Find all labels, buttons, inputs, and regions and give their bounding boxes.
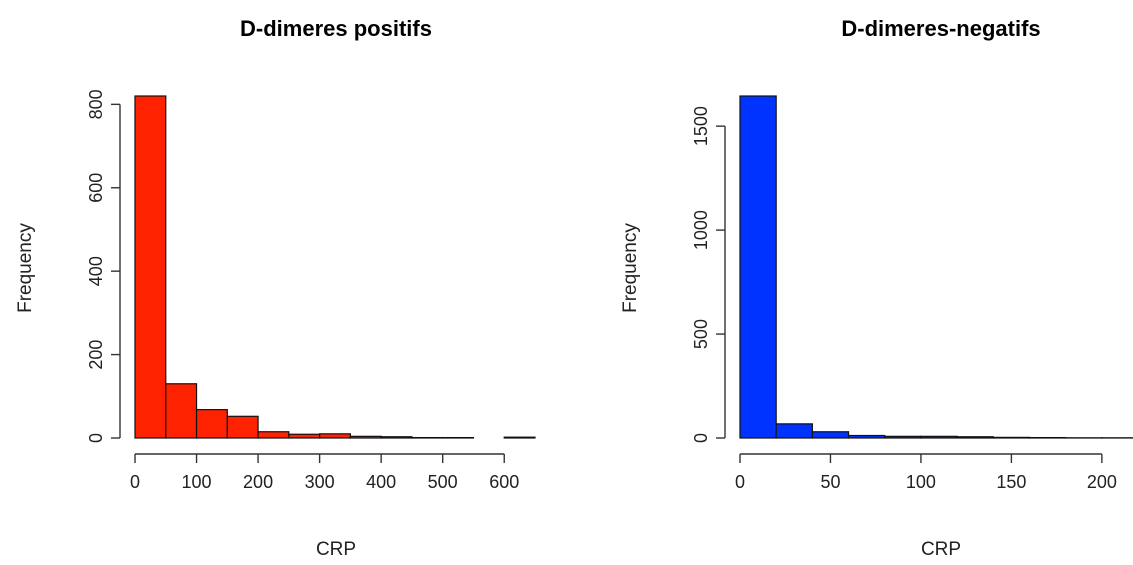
y-tick-label: 0 <box>86 433 106 443</box>
chart-title: D-dimeres positifs <box>240 16 432 41</box>
histogram-bar <box>956 436 994 439</box>
bars <box>739 95 1133 439</box>
x-tick-label: 100 <box>182 472 212 492</box>
histogram-bar <box>380 436 413 439</box>
x-tick-label: 600 <box>489 472 519 492</box>
histogram-panel-negative: D-dimeres-negatifs CRP Frequency 0 50 100 1… <box>566 0 1133 565</box>
y-axis: 0 200 400 600 800 <box>86 89 121 443</box>
histogram-panel-positive: D-dimeres positifs CRP Frequency 0 100 200… <box>0 0 566 565</box>
x-axis: 0 100 200 300 400 500 600 <box>130 453 519 492</box>
x-tick-label: 150 <box>996 472 1026 492</box>
histogram-positive: D-dimeres positifs CRP Frequency 0 100 200… <box>15 16 536 560</box>
histogram-negative: D-dimeres-negatifs CRP Frequency 0 50 100 1… <box>620 16 1133 560</box>
x-tick-label: 0 <box>735 472 745 492</box>
y-tick-label: 0 <box>691 433 711 443</box>
y-tick-label: 1500 <box>691 106 711 146</box>
y-tick-label: 1000 <box>691 210 711 250</box>
histogram-bar <box>257 431 290 439</box>
x-tick-label: 200 <box>243 472 273 492</box>
y-tick-label: 400 <box>86 256 106 286</box>
histogram-bar <box>349 435 382 439</box>
x-tick-label: 400 <box>366 472 396 492</box>
histogram-bar <box>226 415 259 439</box>
y-axis-label: Frequency <box>620 223 641 313</box>
y-tick-label: 600 <box>86 173 106 203</box>
chart-title: D-dimeres-negatifs <box>841 16 1040 41</box>
x-tick-label: 500 <box>428 472 458 492</box>
x-axis-label: CRP <box>316 539 356 560</box>
x-axis-label: CRP <box>921 539 961 560</box>
histogram-bar <box>288 433 321 439</box>
y-tick-label: 200 <box>86 340 106 370</box>
histogram-bar <box>847 434 886 439</box>
x-tick-label: 50 <box>820 472 840 492</box>
x-tick-label: 100 <box>906 472 936 492</box>
x-axis: 0 50 100 150 200 <box>735 453 1117 492</box>
histogram-bar <box>319 433 351 439</box>
bars <box>134 95 536 439</box>
histogram-bar <box>739 95 777 439</box>
histogram-bar <box>775 423 813 439</box>
histogram-bar <box>503 436 536 439</box>
x-tick-label: 0 <box>130 472 140 492</box>
y-axis: 0 500 1000 1500 <box>691 106 726 443</box>
histogram-bar <box>195 409 228 439</box>
x-tick-label: 200 <box>1087 472 1117 492</box>
x-tick-label: 300 <box>305 472 335 492</box>
histogram-bar <box>992 436 1031 439</box>
histogram-bar <box>165 383 198 439</box>
histogram-bar <box>134 95 167 439</box>
histogram-bar <box>920 435 958 439</box>
y-tick-label: 500 <box>691 319 711 349</box>
y-tick-label: 800 <box>86 89 106 119</box>
histogram-bar <box>884 435 922 439</box>
histogram-bar <box>811 431 850 439</box>
y-axis-label: Frequency <box>15 223 36 313</box>
